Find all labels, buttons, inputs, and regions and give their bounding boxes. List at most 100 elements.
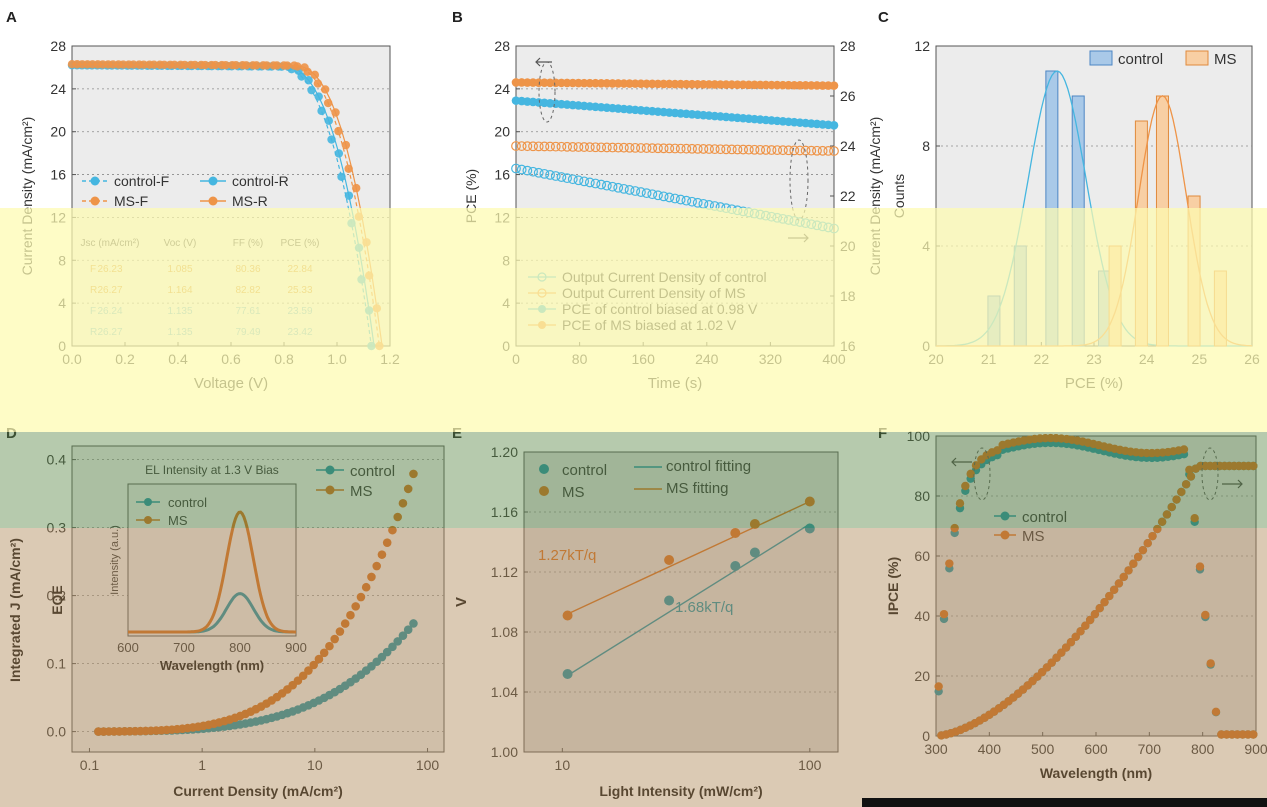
panel-f-ipce-point-MS	[934, 682, 943, 691]
panel-d-point-MS	[304, 666, 313, 675]
panel-b-point	[516, 141, 527, 151]
panel-b-point	[567, 141, 578, 152]
panel-b-point	[528, 141, 538, 152]
panel-f-intj-point-MS	[1085, 615, 1095, 625]
panel-f-intj-point-MS	[1157, 517, 1167, 526]
panel-a-point	[334, 149, 344, 158]
panel-d-inset-xtick: 600	[117, 640, 139, 655]
panel-b-ytick-label: 20	[494, 124, 510, 140]
panel-d-ytick-label: 0.1	[47, 656, 67, 672]
panel-d-point-MS	[377, 550, 387, 559]
panel-e-point-MS	[664, 555, 675, 565]
panel-e-legend-marker	[539, 464, 549, 474]
panel-e-ytick-label: 1.08	[491, 624, 518, 640]
panel-f-intj-point-MS	[1143, 538, 1152, 548]
panel-b-ytick-label: 28	[494, 38, 510, 54]
panel-d-inset-xtick: 900	[285, 640, 307, 655]
panel-f-intj-point-MS	[1076, 627, 1085, 636]
panel-e-ytick-label: 1.00	[491, 744, 518, 760]
panel-b-point	[726, 144, 737, 155]
panel-a-ytick-label: 16	[50, 167, 66, 183]
panel-b-point	[590, 142, 601, 153]
panel-f-ellipse-left	[973, 447, 991, 501]
panel-a-legend-marker	[208, 176, 218, 186]
panel-a-point	[196, 60, 206, 70]
panel-d-point-MS	[309, 660, 318, 670]
panel-f-xtick-label: 700	[1138, 741, 1162, 757]
panel-e-xtick-label: 10	[555, 757, 571, 773]
panel-a-ytick-label: 24	[50, 81, 66, 97]
panel-b-point	[556, 172, 567, 182]
panel-e-point-control	[749, 547, 760, 558]
panel-d-ytick-label: 0.2	[47, 588, 67, 604]
panel-f-plot-area	[935, 435, 1257, 737]
panel-b-point	[579, 142, 590, 152]
panel-b-right-ytick-label: 24	[840, 138, 856, 154]
panel-b-point	[613, 142, 624, 153]
panel-f-ipce-point-MS	[939, 609, 949, 619]
panel-a-point	[145, 60, 154, 69]
panel-d-point-MS	[372, 561, 381, 571]
panel-e-xtick-label: 100	[798, 757, 822, 773]
panel-b-point	[755, 144, 766, 155]
panel-a-point	[334, 126, 343, 136]
panel-b-point	[817, 145, 828, 156]
panel-a-point	[227, 60, 237, 70]
panel-letter-d: D	[6, 425, 17, 442]
green-overlay-band	[0, 432, 1267, 528]
panel-b-point	[789, 145, 800, 156]
panel-c-legend-swatch-control	[1089, 50, 1113, 66]
panel-d-xtick-label: 1	[198, 757, 206, 773]
panel-e-point-control	[562, 669, 573, 679]
panel-b-point	[658, 143, 669, 154]
bottom-black-strip	[862, 798, 1267, 807]
panel-d-point-MS	[319, 648, 329, 658]
panel-c-ytick-label: 12	[914, 38, 930, 54]
panel-b-point	[539, 141, 550, 152]
panel-a-point	[258, 61, 268, 70]
panel-b-point	[573, 142, 584, 152]
panel-f-ytick-label: 80	[914, 488, 930, 504]
panel-d-inset-legend-marker	[144, 498, 152, 506]
panel-f-intj-point-MS	[1109, 585, 1119, 594]
panel-f-ipce-point-MS	[961, 481, 970, 491]
panel-b-point	[636, 187, 646, 197]
panel-b-point	[675, 143, 686, 154]
panel-d-legend-control: control	[350, 463, 395, 480]
panel-d-point-MS	[409, 469, 418, 479]
panel-c-ytick-label: 8	[922, 138, 930, 154]
panel-b-point	[692, 143, 703, 154]
panel-f-ipce-point-MS	[1195, 562, 1205, 571]
panel-a-point	[72, 60, 82, 69]
panel-b-point	[687, 196, 697, 207]
panel-b-point	[681, 195, 692, 206]
panel-b-point	[601, 142, 612, 153]
panel-f-ipce-point-MS	[1179, 445, 1189, 454]
panel-e-legend-ms: MS	[562, 484, 585, 501]
panel-b-point	[664, 143, 675, 154]
panel-e-legend-control: control	[562, 462, 607, 479]
panel-e-ytick-label: 1.12	[491, 564, 518, 580]
panel-b-point	[732, 144, 743, 155]
panel-f-intj-point-MS	[1095, 604, 1104, 613]
panel-b-point	[670, 193, 680, 204]
panel-f-intj-point-MS	[1105, 591, 1114, 601]
panel-a-legend-MS-F: MS-F	[114, 193, 148, 209]
panel-f-ipce-point-MS	[1201, 610, 1210, 620]
panel-a-point	[321, 85, 330, 94]
panel-d-point-MS	[403, 484, 413, 494]
panel-e-fit-MS fitting	[567, 500, 811, 615]
panel-b-point	[516, 164, 527, 175]
panel-b-point	[687, 143, 697, 154]
panel-a-point	[300, 63, 309, 72]
panel-b-point	[613, 182, 624, 193]
panel-f-ipce-point-MS	[955, 499, 965, 508]
panel-b-point	[618, 142, 629, 153]
panel-f-intj-point-MS	[1162, 510, 1172, 519]
panel-a-point	[324, 116, 333, 125]
panel-d-xtick-label: 10	[307, 757, 323, 773]
panel-a-point	[103, 60, 113, 69]
panel-b-point	[539, 168, 550, 179]
panel-f-legend-marker	[1000, 511, 1010, 521]
panel-b-point	[618, 183, 629, 194]
